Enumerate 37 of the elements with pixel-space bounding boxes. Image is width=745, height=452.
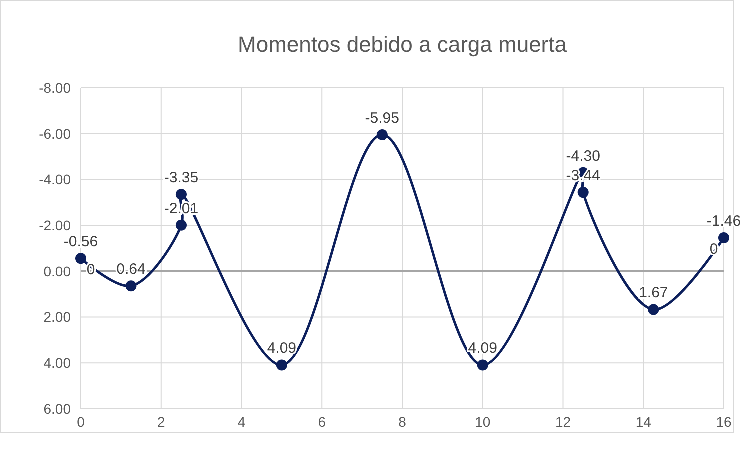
point [477, 360, 488, 371]
chart-title: Momentos debido a carga muerta [238, 32, 568, 57]
y-tick-label: 2.00 [44, 309, 72, 326]
x-tick-label: 12 [555, 414, 572, 430]
data-label: -5.95 [365, 110, 400, 128]
y-tick-label: -2.00 [39, 217, 72, 234]
data-label: -4.30 [566, 148, 600, 165]
x-tick-label: 4 [238, 414, 246, 430]
point [176, 189, 187, 200]
x-tick-label: 16 [716, 414, 732, 430]
point [126, 280, 137, 292]
y-tick-label: 4.00 [44, 355, 72, 372]
point [648, 304, 660, 316]
x-tick-label: 2 [157, 414, 166, 430]
data-label: 0.64 [116, 261, 146, 278]
y-tick-label: -6.00 [39, 126, 72, 142]
point [276, 360, 288, 371]
point [718, 232, 730, 244]
x-tick-label: 10 [475, 414, 491, 430]
point [76, 253, 86, 264]
x-tick-label: 0 [77, 414, 86, 430]
point [376, 130, 388, 141]
data-label: 4.09 [267, 340, 297, 358]
data-label: 1.67 [639, 284, 668, 302]
y-tick-label: 0.00 [44, 263, 72, 280]
x-tick-label: 14 [636, 414, 652, 430]
x-tick-label: 8 [398, 414, 407, 430]
y-tick-label: 6.00 [44, 400, 72, 417]
y-tick-label: -8.00 [39, 80, 72, 96]
x-tick-label: 6 [318, 414, 326, 430]
data-label: -1.46 [706, 212, 742, 230]
data-label: -0.56 [64, 234, 98, 251]
data-label: 4.09 [468, 340, 498, 358]
point [578, 187, 589, 198]
point [176, 220, 187, 231]
y-tick-label: -4.00 [39, 172, 72, 188]
data-label: -3.35 [164, 170, 199, 187]
